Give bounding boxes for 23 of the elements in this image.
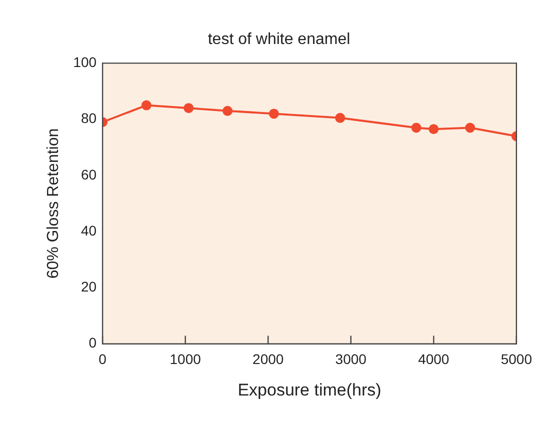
chart-title: test of white enamel <box>208 31 350 48</box>
x-tick-label: 3000 <box>335 351 367 368</box>
x-tick-label: 4000 <box>418 351 450 368</box>
point <box>268 108 279 119</box>
point <box>335 112 346 123</box>
point <box>465 122 476 133</box>
x-tick-label: 2000 <box>252 351 284 368</box>
y-tick-label: 40 <box>80 222 97 238</box>
point <box>141 100 152 110</box>
point <box>411 122 422 133</box>
y-tick-label: 0 <box>88 334 97 351</box>
x-axis-title: Exposure time(hrs) <box>238 380 382 400</box>
y-axis-title: 60% Gloss Retention <box>45 128 62 279</box>
y-tick-label: 20 <box>80 278 97 295</box>
x-tick-label: 0 <box>98 351 107 368</box>
x-tick-label: 1000 <box>170 351 202 368</box>
point <box>184 103 194 114</box>
y-tick-label: 60 <box>80 166 97 182</box>
point <box>222 106 233 116</box>
x-tick-label: 5000 <box>500 351 532 368</box>
y-tick-label: 100 <box>73 54 97 70</box>
point <box>428 124 439 134</box>
y-tick-label: 80 <box>80 110 97 126</box>
